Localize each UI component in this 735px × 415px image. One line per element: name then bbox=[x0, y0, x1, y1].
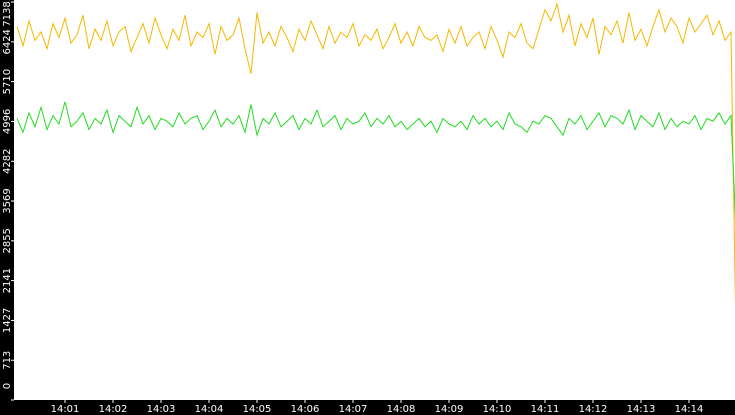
y-tick-label: 2141 bbox=[2, 268, 13, 293]
x-tick-label: 14:04 bbox=[195, 404, 224, 415]
y-tick-label: 2855 bbox=[2, 228, 13, 253]
x-tick-label: 14:01 bbox=[51, 404, 80, 415]
x-tick-label: 14:03 bbox=[147, 404, 176, 415]
x-tick-label: 14:07 bbox=[339, 404, 368, 415]
x-tick-label: 14:02 bbox=[99, 404, 128, 415]
y-tick-label: 5710 bbox=[2, 69, 13, 94]
series-line bbox=[16, 2, 735, 309]
y-tick-label: 3569 bbox=[2, 188, 13, 213]
x-tick-label: 14:14 bbox=[675, 404, 704, 415]
y-tick-label: 713 bbox=[2, 351, 13, 370]
x-tick-label: 14:11 bbox=[531, 404, 560, 415]
series-line bbox=[16, 101, 735, 221]
x-axis-strip bbox=[0, 400, 735, 415]
x-tick-label: 14:12 bbox=[579, 404, 608, 415]
x-tick-label: 14:13 bbox=[627, 404, 656, 415]
y-tick-label: 6424 bbox=[2, 29, 13, 54]
y-tick-label: 1427 bbox=[2, 308, 13, 333]
y-tick-label: 4996 bbox=[2, 109, 13, 134]
y-tick-label: 7138 bbox=[2, 1, 13, 26]
y-tick-label: 4282 bbox=[2, 149, 13, 174]
x-tick-label: 14:08 bbox=[387, 404, 416, 415]
y-axis-strip bbox=[0, 0, 14, 415]
y-tick-label: 0 bbox=[2, 383, 13, 389]
x-tick-label: 14:10 bbox=[483, 404, 512, 415]
x-tick-label: 14:05 bbox=[243, 404, 272, 415]
x-tick-label: 14:09 bbox=[435, 404, 464, 415]
x-tick-label: 14:06 bbox=[291, 404, 320, 415]
